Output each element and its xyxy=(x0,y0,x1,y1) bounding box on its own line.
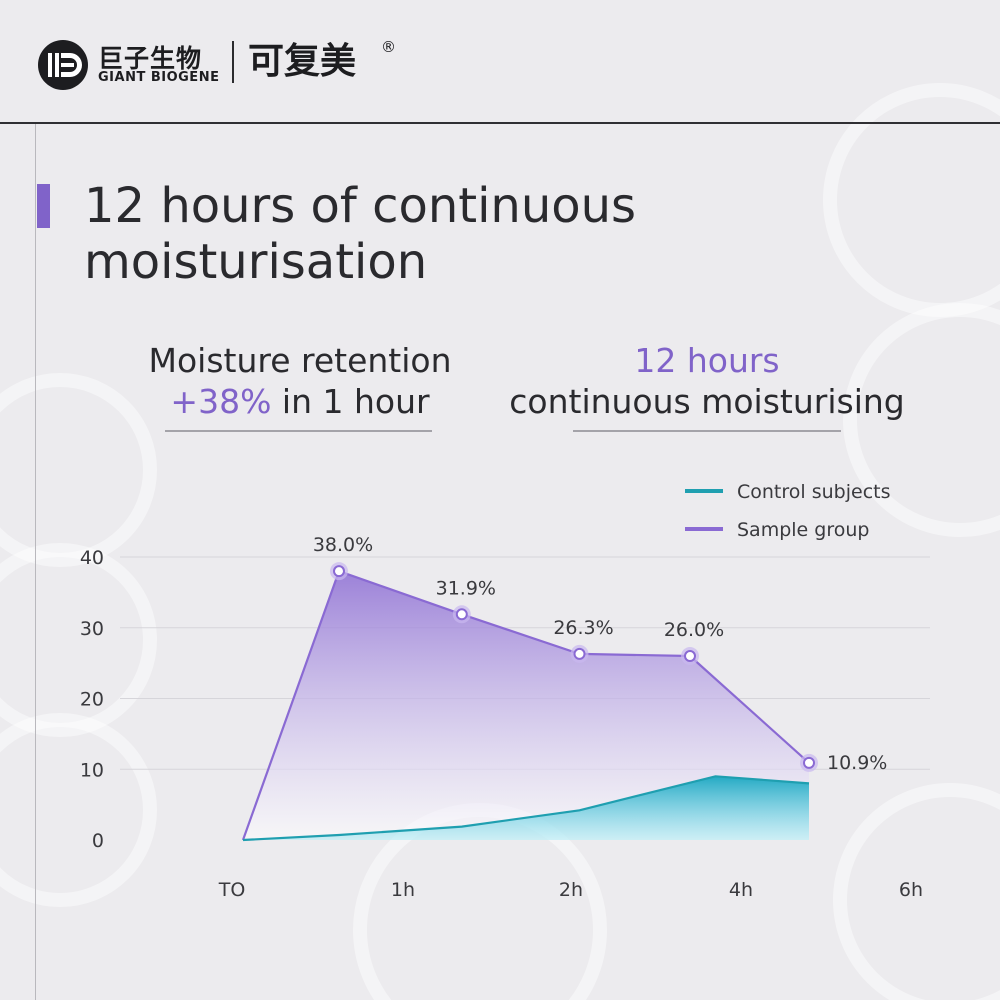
highlight-right-underline xyxy=(573,430,841,432)
highlight-left-rest: in 1 hour xyxy=(271,382,430,421)
sample-point xyxy=(803,756,815,769)
sample-point xyxy=(455,608,468,621)
brand-name-en: GIANT BIOGENE xyxy=(98,70,220,85)
sample-group-line xyxy=(241,569,810,841)
control-subjects-area xyxy=(243,776,809,840)
sample-group-area xyxy=(243,571,809,840)
highlight-moisture-retention: Moisture retention +38% in 1 hour xyxy=(126,340,474,422)
registered-mark: ® xyxy=(381,38,396,56)
left-margin-rule xyxy=(35,124,36,1000)
sample-point xyxy=(573,647,586,660)
sample-data-label: 26.3% xyxy=(553,617,613,639)
sample-point xyxy=(684,650,696,663)
product-name-cn: 可复美 xyxy=(248,41,357,82)
x-tick-label: 6h xyxy=(899,879,923,901)
giant-biogene-logo-icon xyxy=(38,40,88,90)
sample-data-label: 31.9% xyxy=(436,577,496,599)
sample-data-label: 10.9% xyxy=(827,752,887,774)
sample-data-label: 38.0% xyxy=(313,534,373,556)
legend-label: Sample group xyxy=(737,519,869,541)
x-tick-label: 1h xyxy=(391,879,415,901)
y-tick-label: 40 xyxy=(80,547,104,569)
y-tick-label: 0 xyxy=(92,830,104,852)
control-subjects-line xyxy=(242,775,810,842)
sample-data-label: 26.0% xyxy=(664,619,724,641)
page-title: 12 hours of continuous moisturisation xyxy=(84,178,637,290)
highlight-continuous-moisturising: 12 hours continuous moisturising xyxy=(470,340,944,422)
x-tick-label: 2h xyxy=(559,879,583,901)
title-accent-bar xyxy=(37,184,50,228)
highlight-right-line2: continuous moisturising xyxy=(509,382,905,421)
highlight-left-underline xyxy=(165,430,432,432)
legend-label: Control subjects xyxy=(737,481,890,503)
highlight-right-accent: 12 hours xyxy=(634,341,780,380)
highlight-left-line2: +38% in 1 hour xyxy=(126,381,474,422)
sample-point xyxy=(333,565,345,578)
y-tick-label: 30 xyxy=(80,618,104,640)
highlight-left-accent: +38% xyxy=(170,382,272,421)
y-tick-label: 10 xyxy=(80,759,104,781)
header-divider xyxy=(0,122,1000,124)
brand-name-cn: 巨子生物 xyxy=(98,44,203,73)
x-tick-label: 4h xyxy=(729,879,753,901)
brand-header: 巨子生物 GIANT BIOGENE 可复美 ® xyxy=(0,0,1000,123)
x-tick-label: TO xyxy=(218,879,246,901)
highlight-left-line1: Moisture retention xyxy=(148,341,452,380)
y-tick-label: 20 xyxy=(80,689,104,711)
brand-divider xyxy=(232,41,234,83)
